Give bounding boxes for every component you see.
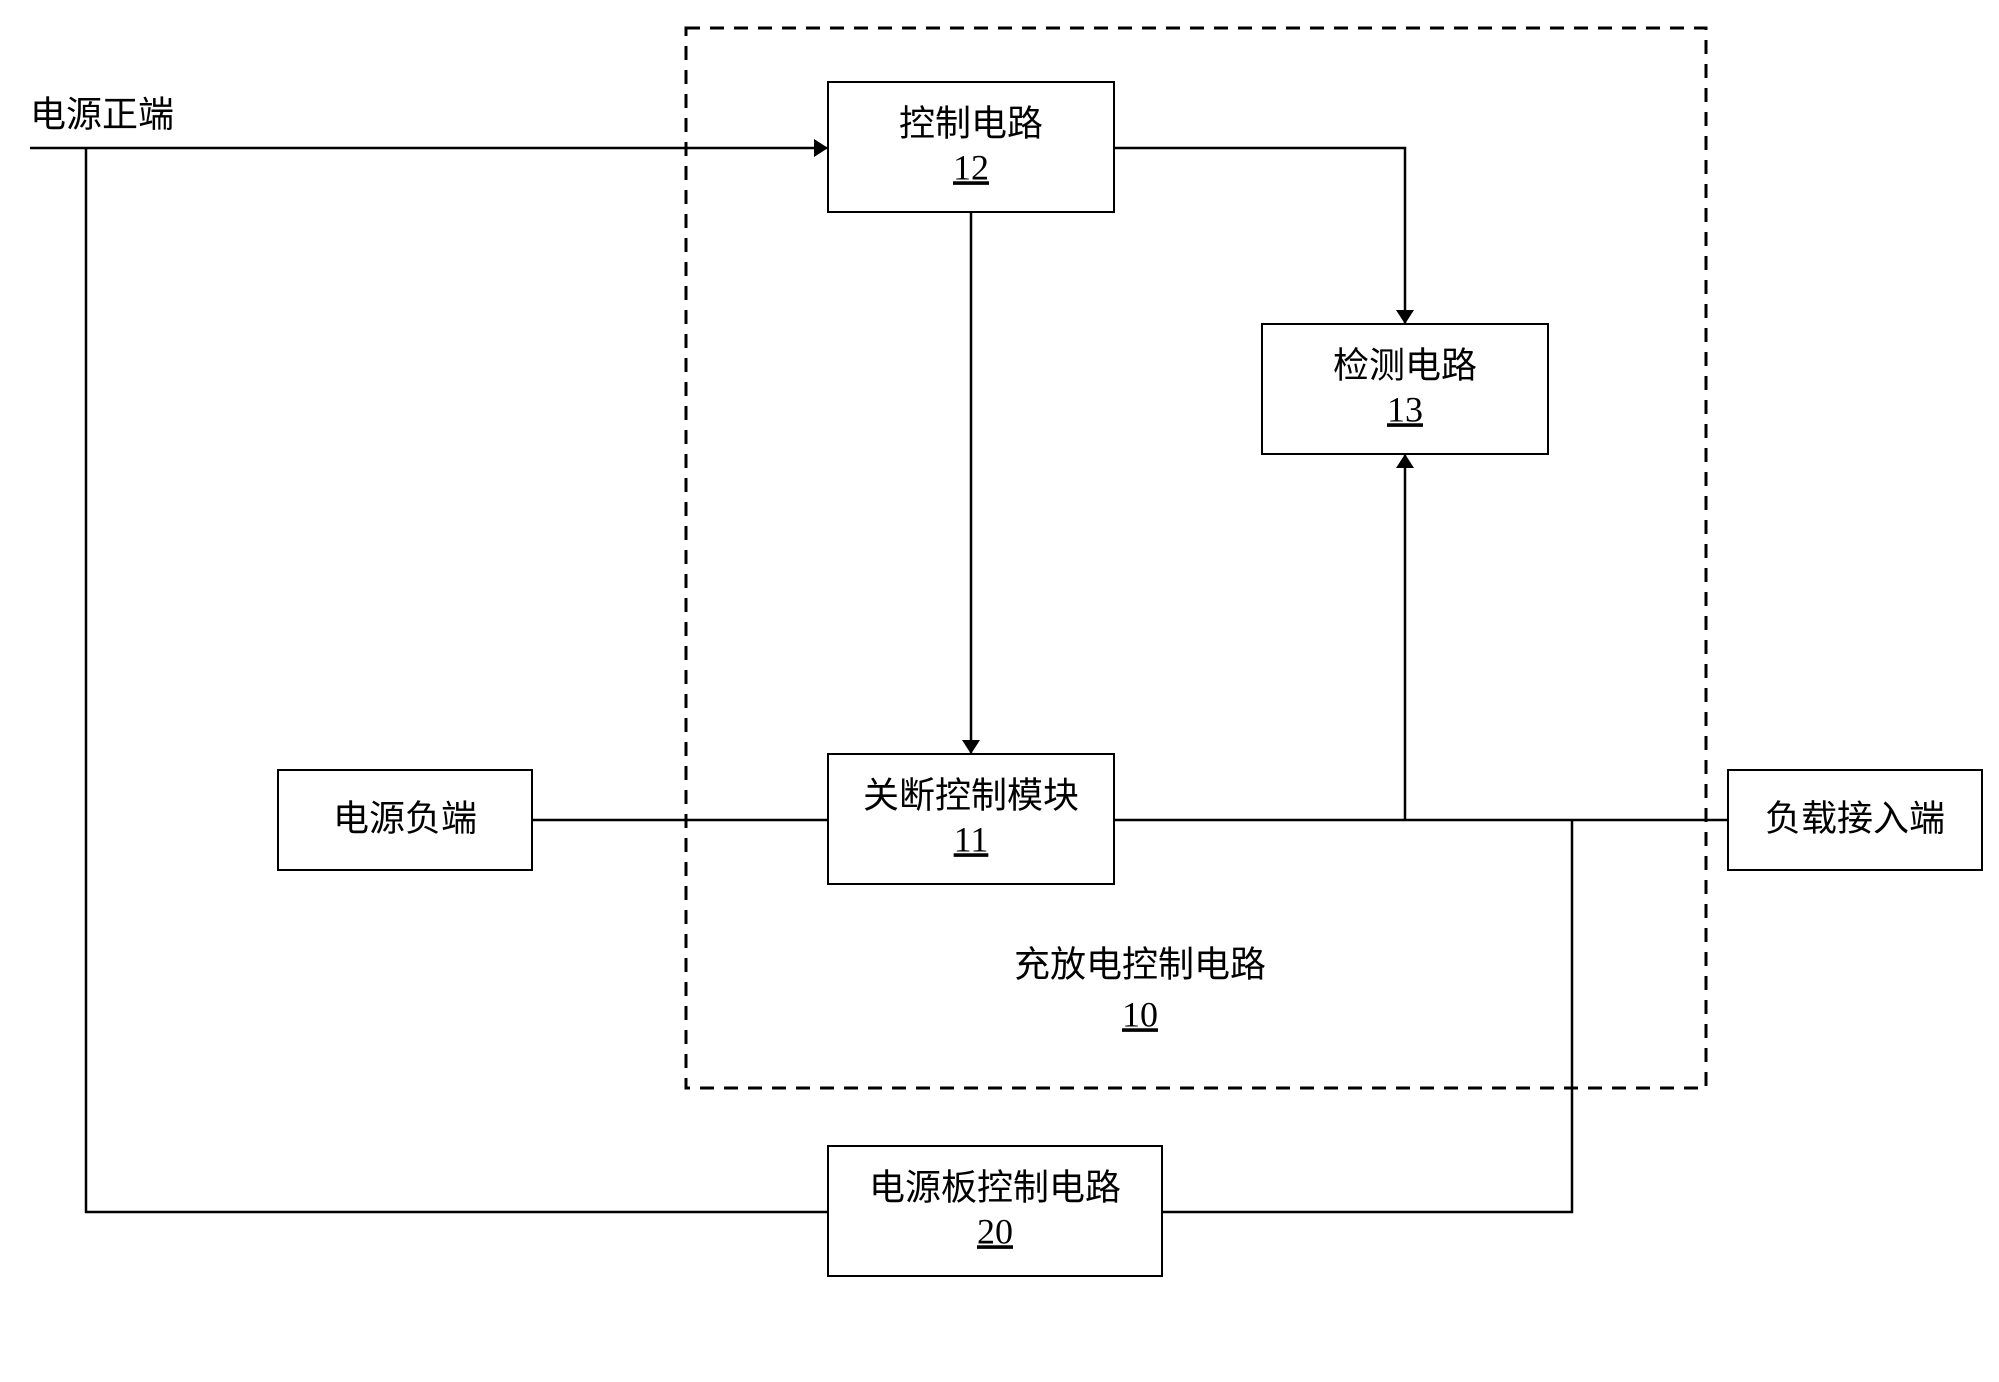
detect-ref: 13 — [1387, 389, 1423, 429]
shutdown-ref: 11 — [954, 819, 989, 859]
ctrl-ref: 12 — [953, 147, 989, 187]
neg-label: 电源负端 — [333, 798, 477, 838]
detect-label: 检测电路 — [1333, 345, 1477, 385]
board-label: 电源板控制电路 — [869, 1167, 1121, 1207]
container-ref: 10 — [1122, 994, 1158, 1034]
board-ref: 20 — [977, 1211, 1013, 1251]
container-title: 充放电控制电路 — [1014, 944, 1266, 984]
shutdown-label: 关断控制模块 — [863, 775, 1079, 815]
ctrl-label: 控制电路 — [899, 103, 1043, 143]
load-label: 负载接入端 — [1765, 798, 1945, 838]
power-positive-label: 电源正端 — [30, 94, 174, 134]
